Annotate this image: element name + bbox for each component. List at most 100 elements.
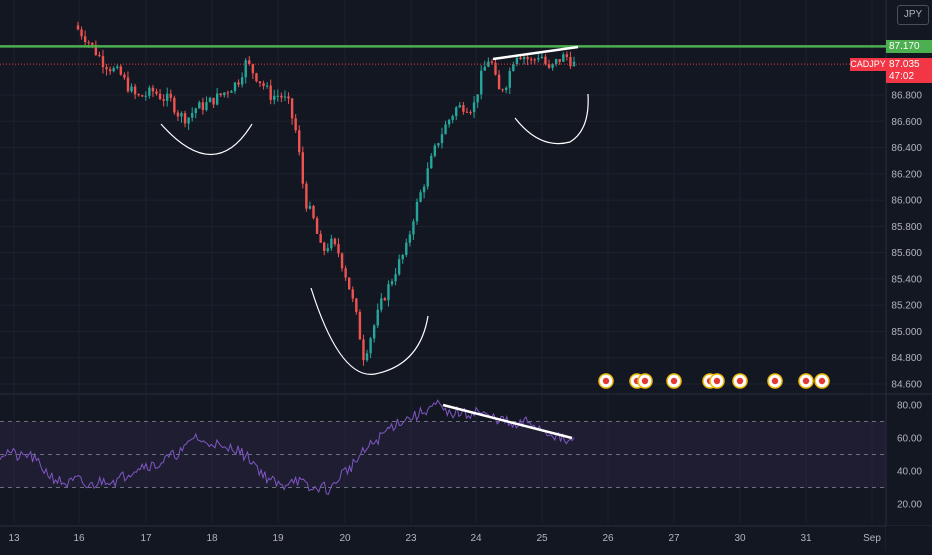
rsi-tick-label: 20.00 [897,500,922,511]
candle-body [451,116,454,120]
candle-body [265,85,269,87]
price-tick-label: 84.800 [891,353,922,364]
candle-body [248,60,251,65]
candle-body [529,59,533,61]
time-tick-label: 25 [536,533,548,544]
candle-body [558,59,561,62]
event-marker-icon[interactable] [732,373,748,389]
candle-body [98,54,101,57]
candle-body [233,82,237,92]
candle-body [487,61,490,67]
candle-body [562,54,565,62]
candle-body [544,56,547,65]
candle-body [426,168,429,187]
candle-body [419,192,422,202]
candle-body [158,93,162,100]
candle-body [258,81,262,84]
candle-body [347,277,351,290]
candle-body [94,44,98,55]
candle-body [169,93,172,98]
candle-body [526,57,529,60]
candle-body [365,353,369,361]
rsi-line [0,399,575,496]
last-price-label: 87.035 [886,58,932,71]
symbol-tag: CADJPY [850,58,886,71]
candle-body [198,102,201,109]
candle-body [497,74,501,90]
time-tick-label: 23 [405,533,417,544]
candle-body [276,95,280,97]
candle-body [269,85,272,100]
price-tick-label: 85.600 [891,248,922,259]
event-marker-icon[interactable] [814,373,830,389]
support-curve-bottom [310,287,429,375]
time-tick-label: 13 [8,533,20,544]
candle-body [116,66,119,68]
candle-body [480,70,483,95]
candle-body [323,242,326,251]
candle-body [554,59,558,64]
candle-body [501,89,504,91]
event-marker-icon[interactable] [598,373,614,389]
candle-body [401,254,404,260]
event-marker-icon[interactable] [767,373,783,389]
candle-body [105,67,108,70]
event-marker-dot [641,377,649,385]
candle-body [440,134,444,144]
event-marker-icon[interactable] [637,373,653,389]
candle-body [515,57,519,65]
price-tick-label: 86.800 [891,91,922,102]
candle-body [308,205,312,209]
candle-body [298,130,301,153]
time-tick-label: 17 [140,533,152,544]
time-tick-label: 31 [800,533,812,544]
candle-body [405,242,408,255]
candle-body [108,69,112,72]
candle-body [540,56,544,59]
candle-body [194,108,197,114]
candle-body [494,62,497,75]
candle-body [472,102,476,113]
candle-body [137,94,140,96]
candle-body [287,96,290,99]
flag-icon[interactable] [709,373,725,389]
candle-body [223,92,226,96]
candle-body [283,96,287,98]
candle-body [87,42,90,44]
event-marker-dot [713,377,721,385]
candle-body [569,56,572,67]
candle-body [305,183,308,209]
candle-body [83,36,87,43]
price-tick-label: 85.000 [891,327,922,338]
candle-body [408,234,412,243]
candle-body [173,97,176,113]
event-marker-icon[interactable] [666,373,682,389]
currency-badge[interactable]: JPY [897,5,929,25]
price-tick-label: 86.000 [891,196,922,207]
candle-body [80,29,83,37]
candle-body [340,253,344,269]
candle-body [126,77,130,92]
candle-body [215,93,219,105]
candle-body [183,113,187,124]
candle-body [397,259,401,275]
candle-body [151,87,155,92]
candle-body [476,94,479,103]
candle-body [355,298,358,312]
candle-body [505,87,508,91]
price-tick-label: 85.400 [891,274,922,285]
candle-body [447,119,451,125]
candle-body [444,124,447,135]
time-tick-label: 30 [734,533,746,544]
candle-body [372,325,376,339]
resistance-price-label: 87.170 [886,40,932,53]
candle-body [301,152,305,184]
candle-body [255,73,258,82]
candle-body [251,64,255,74]
event-marker-icon[interactable] [798,373,814,389]
candle-body [533,59,536,61]
candle-body [390,281,394,285]
candle-body [112,67,115,72]
